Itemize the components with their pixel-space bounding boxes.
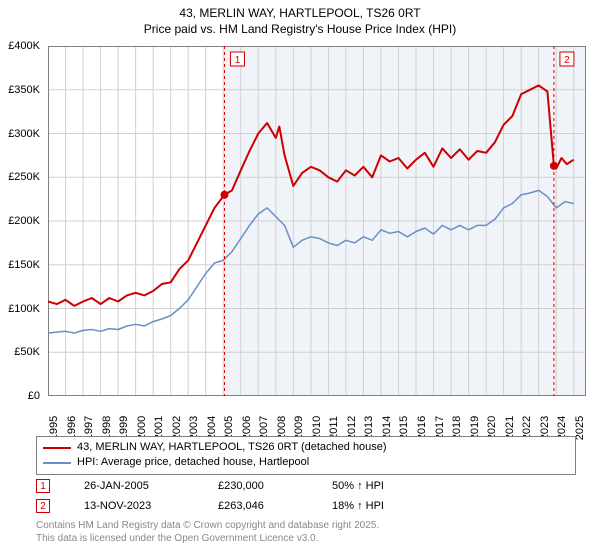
y-tick-label: £50K [14, 346, 40, 358]
chart-svg: 12 [48, 46, 586, 396]
legend: 43, MERLIN WAY, HARTLEPOOL, TS26 0RT (de… [36, 436, 576, 475]
legend-row-hpi: HPI: Average price, detached house, Hart… [43, 455, 569, 470]
legend-row-price-paid: 43, MERLIN WAY, HARTLEPOOL, TS26 0RT (de… [43, 440, 569, 455]
x-axis: 1995199619971998199920002001200220032004… [48, 398, 586, 434]
y-tick-label: £350K [8, 84, 40, 96]
y-tick-label: £250K [8, 171, 40, 183]
footer-line-1: Contains HM Land Registry data © Crown c… [36, 520, 576, 533]
y-tick-label: £400K [8, 40, 40, 52]
legend-label-hpi: HPI: Average price, detached house, Hart… [77, 455, 309, 470]
plot-area: 12 [48, 46, 586, 396]
sale-date-1: 26-JAN-2005 [84, 480, 214, 492]
y-tick-label: £300K [8, 128, 40, 140]
sale-hpi-2: 18% ↑ HPI [332, 500, 452, 512]
y-tick-label: £150K [8, 259, 40, 271]
sale-price-1: £230,000 [218, 480, 328, 492]
sale-point-row-2: 2 13-NOV-2023 £263,046 18% ↑ HPI [36, 496, 576, 516]
sale-points-table: 1 26-JAN-2005 £230,000 50% ↑ HPI 2 13-NO… [36, 476, 576, 516]
footer: Contains HM Land Registry data © Crown c… [36, 520, 576, 545]
legend-swatch-price-paid [43, 447, 71, 449]
sale-marker-1: 1 [36, 479, 50, 493]
y-tick-label: £200K [8, 215, 40, 227]
title-line-2: Price paid vs. HM Land Registry's House … [0, 22, 600, 38]
y-tick-label: £100K [8, 303, 40, 315]
y-tick-label: £0 [28, 390, 40, 402]
chart-title: 43, MERLIN WAY, HARTLEPOOL, TS26 0RT Pri… [0, 0, 600, 37]
sale-price-2: £263,046 [218, 500, 328, 512]
title-line-1: 43, MERLIN WAY, HARTLEPOOL, TS26 0RT [0, 6, 600, 22]
sale-point-row-1: 1 26-JAN-2005 £230,000 50% ↑ HPI [36, 476, 576, 496]
y-axis: £0£50K£100K£150K£200K£250K£300K£350K£400… [0, 46, 44, 396]
sale-date-2: 13-NOV-2023 [84, 500, 214, 512]
svg-text:1: 1 [235, 55, 241, 66]
legend-swatch-hpi [43, 462, 71, 464]
chart-container: 43, MERLIN WAY, HARTLEPOOL, TS26 0RT Pri… [0, 0, 600, 560]
svg-text:2: 2 [564, 55, 570, 66]
sale-marker-2: 2 [36, 499, 50, 513]
sale-hpi-1: 50% ↑ HPI [332, 480, 452, 492]
footer-line-2: This data is licensed under the Open Gov… [36, 533, 576, 546]
legend-label-price-paid: 43, MERLIN WAY, HARTLEPOOL, TS26 0RT (de… [77, 440, 387, 455]
